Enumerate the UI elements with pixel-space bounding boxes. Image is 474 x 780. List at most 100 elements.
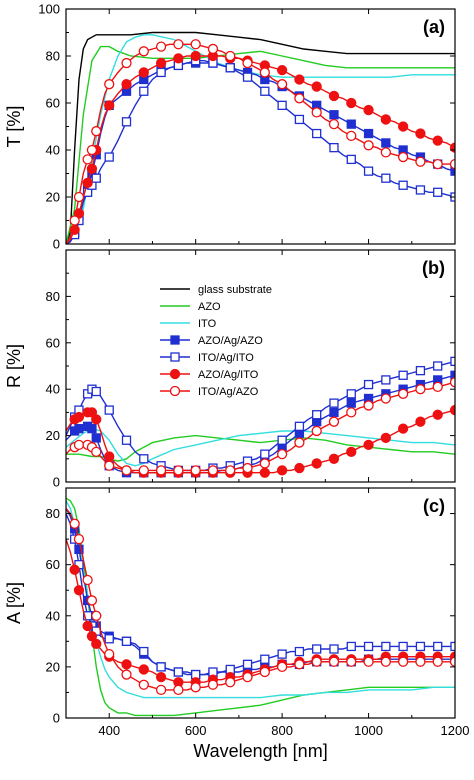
legend: glass substrate AZO ITO AZO/Ag/AZO ITO/Ag/IT… (160, 284, 272, 398)
point-ito-ag-azo-a (190, 39, 201, 50)
point-azo-ag-ito-b (380, 432, 391, 444)
point-azo-ag-ito-b (346, 446, 357, 457)
point-ito-ag-azo-a (311, 107, 322, 118)
point-azo-ag-azo-b (74, 423, 84, 434)
point-azo-ag-ito-c (91, 638, 102, 650)
point-ito-ag-azo-b (415, 384, 426, 395)
point-ito-ag-azo-c (82, 574, 93, 586)
point-ito-ag-azo-b (346, 407, 357, 418)
point-ito-ag-ito-a (242, 72, 253, 82)
y-tick-label-c: 20 (46, 659, 60, 674)
line-azo-c (66, 497, 455, 717)
point-ito-ag-azo-c (225, 677, 236, 688)
legend-entry-glass-substrate: glass substrate (160, 284, 272, 296)
point-ito-ag-ito-b (363, 379, 374, 390)
point-ito-ag-azo-c (104, 648, 115, 660)
panel-label-c: (c) (423, 496, 445, 516)
y-tick-label-a: 20 (46, 190, 60, 205)
point-ito-ag-ito-b (346, 389, 356, 399)
y-tick-label-a: 40 (46, 143, 60, 158)
point-ito-ag-azo-a (276, 79, 288, 90)
point-ito-ag-ito-a (294, 114, 305, 125)
point-azo-ag-ito-c (82, 620, 93, 632)
point-azo-ag-ito-a (311, 81, 322, 92)
point-ito-ag-azo-b (104, 460, 115, 471)
y-tick-label-a: 80 (46, 49, 60, 64)
point-azo-ag-ito-a (363, 104, 374, 116)
point-ito-ag-azo-b (432, 381, 443, 393)
point-ito-ag-azo-c (311, 656, 322, 667)
point-ito-ag-azo-a (346, 130, 357, 142)
y-tick-label-a: 60 (46, 96, 60, 111)
point-ito-ag-ito-b (294, 421, 305, 431)
point-ito-ag-azo-a (155, 41, 167, 52)
point-ito-ag-ito-c (173, 667, 184, 677)
point-ito-ag-azo-b (276, 449, 288, 460)
point-azo-ag-ito-a (155, 57, 167, 69)
point-azo-ag-ito-a (328, 90, 340, 102)
point-ito-ag-azo-a (294, 93, 305, 104)
x-tick-label: 800 (271, 723, 293, 738)
point-ito-ag-azo-c (294, 659, 305, 670)
point-ito-ag-ito-b (381, 375, 391, 385)
point-azo-ag-ito-a (121, 79, 132, 90)
point-ito-ag-ito-b (433, 361, 443, 371)
legend-marker (170, 352, 180, 362)
point-azo-ag-ito-a (190, 50, 201, 62)
x-tick-label: 600 (185, 723, 207, 738)
legend-label: glass substrate (198, 284, 272, 296)
y-axis-title-b: R [%] (4, 344, 24, 388)
point-ito-ag-azo-a (104, 79, 115, 90)
point-ito-ag-ito-c (346, 641, 356, 652)
series-ito-ag-azo-a (66, 39, 455, 244)
point-ito-ag-azo-b (155, 465, 167, 476)
point-ito-ag-azo-c (86, 595, 98, 606)
point-ito-ag-azo-c (380, 656, 391, 667)
point-azo-ag-ito-a (294, 74, 305, 85)
point-azo-ag-azo-a (450, 166, 455, 176)
x-tick-label: 1200 (441, 723, 470, 738)
point-ito-ag-azo-c (207, 679, 219, 690)
point-ito-ag-ito-a (415, 185, 426, 195)
point-azo-ag-ito-b (259, 467, 270, 478)
x-tick-label: 400 (98, 723, 120, 738)
point-azo-ag-ito-c (86, 631, 98, 642)
point-ito-ag-ito-a (104, 152, 114, 162)
point-ito-ag-ito-a (225, 63, 235, 73)
point-ito-ag-ito-a (277, 100, 287, 110)
legend-marker (169, 368, 181, 380)
point-azo-ag-azo-b (346, 398, 356, 408)
legend-entry-ito: ITO (160, 318, 217, 330)
point-azo-ag-ito-b (276, 465, 288, 476)
point-ito-ag-azo-b (138, 465, 149, 476)
point-ito-ag-ito-a (312, 128, 322, 139)
point-ito-ag-azo-b (380, 393, 391, 404)
point-azo-ag-ito-a (86, 163, 98, 174)
point-azo-ag-ito-b (91, 414, 102, 425)
point-ito-ag-azo-c (346, 656, 357, 667)
point-ito-ag-ito-b (104, 405, 114, 415)
point-ito-ag-ito-b (450, 356, 455, 367)
point-azo-ag-ito-a (138, 67, 149, 78)
point-ito-ag-azo-c (276, 661, 288, 673)
legend-label: AZO (198, 301, 221, 313)
point-ito-ag-azo-a (121, 57, 132, 69)
point-ito-ag-azo-b (397, 388, 409, 399)
point-ito-ag-azo-a (86, 144, 98, 156)
point-ito-ag-azo-a (380, 147, 391, 158)
point-ito-ag-ito-c (139, 646, 149, 657)
point-ito-ag-azo-c (73, 533, 85, 545)
point-ito-ag-ito-c (277, 649, 287, 659)
point-ito-ag-ito-c (104, 634, 114, 644)
point-ito-ag-ito-c (156, 662, 166, 672)
point-azo-ag-ito-b (104, 451, 115, 462)
point-ito-ag-ito-c (363, 641, 374, 652)
point-ito-ag-azo-c (69, 518, 80, 529)
point-ito-ag-ito-c (294, 646, 305, 657)
point-ito-ag-azo-b (449, 377, 455, 388)
point-azo-ag-azo-a (329, 110, 339, 120)
point-azo-ag-ito-a (346, 97, 357, 109)
point-ito-ag-azo-b (294, 437, 305, 448)
point-ito-ag-ito-b (121, 435, 132, 445)
